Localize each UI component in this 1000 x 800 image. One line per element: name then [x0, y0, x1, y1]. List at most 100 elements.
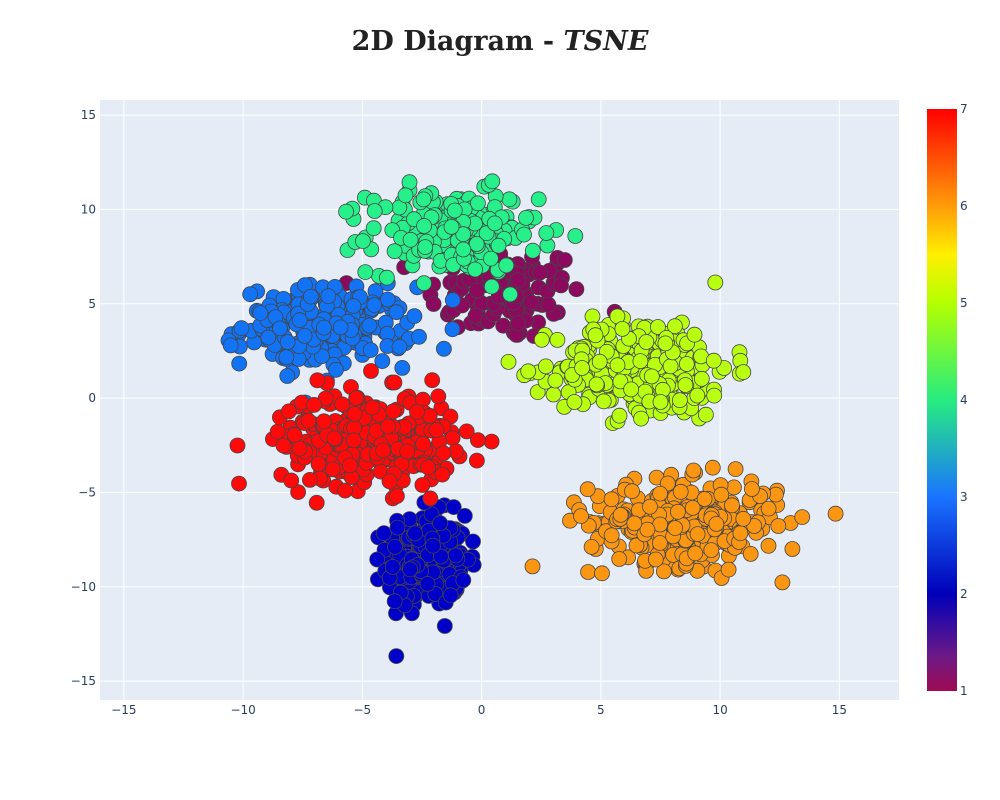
scatter-point	[483, 433, 500, 450]
x-tick-label: −5	[354, 703, 372, 717]
scatter-point	[379, 291, 396, 308]
scatter-point	[501, 191, 518, 208]
scatter-point	[361, 317, 378, 334]
scatter-point	[435, 340, 452, 357]
scatter-point	[364, 399, 381, 416]
scatter-point	[632, 353, 649, 370]
scatter-point	[703, 542, 720, 558]
scatter-point	[326, 430, 343, 447]
scatter-point	[397, 187, 414, 204]
scatter-point	[374, 353, 391, 370]
scatter-point	[746, 518, 763, 534]
scatter-point	[447, 547, 464, 564]
x-tick-label: 10	[712, 703, 727, 717]
scatter-point	[384, 559, 401, 575]
scatter-point	[638, 334, 655, 350]
scatter-point	[490, 237, 507, 254]
scatter-point	[279, 368, 296, 384]
scatter-point	[399, 443, 416, 460]
scatter-point	[827, 505, 844, 522]
scatter-point	[553, 277, 569, 294]
scatter-point	[233, 320, 250, 337]
scatter-point	[387, 539, 403, 555]
scatter-point	[455, 572, 472, 588]
scatter-point	[419, 576, 436, 592]
scatter-point	[252, 305, 269, 322]
scatter-point	[296, 327, 313, 344]
scatter-point	[456, 508, 473, 524]
y-tick-label: 5	[88, 297, 96, 311]
scatter-point	[510, 315, 526, 332]
scatter-point	[430, 388, 447, 405]
scatter-point	[422, 490, 439, 507]
scatter-point	[401, 174, 418, 191]
scatter-point	[603, 527, 620, 544]
scatter-point	[538, 225, 555, 241]
scatter-point	[300, 412, 317, 429]
scatter-point	[222, 337, 239, 354]
colorbar-tick-label: 7	[960, 102, 968, 116]
scatter-point	[742, 546, 759, 562]
scatter-point	[409, 403, 425, 420]
x-axis-ticks: −15 −10 −5 0 5 10 15	[111, 703, 847, 717]
series-value-4	[338, 173, 584, 303]
scatter-point	[591, 353, 608, 370]
scatter-point	[662, 358, 679, 375]
scatter-point	[388, 304, 405, 321]
scatter-point	[583, 539, 600, 555]
scatter-point	[308, 494, 325, 511]
scatter-point	[667, 520, 683, 536]
scatter-point	[338, 203, 355, 220]
scatter-point	[332, 319, 349, 336]
scatter-point	[337, 482, 354, 499]
scatter-point	[417, 239, 434, 256]
scatter-point	[432, 548, 449, 565]
scatter-point	[502, 286, 519, 303]
scatter-point	[231, 355, 248, 372]
scatter-point	[652, 485, 668, 502]
colorbar-tick-label: 6	[960, 199, 968, 213]
scatter-point	[416, 218, 433, 234]
scatter-point	[365, 220, 382, 237]
scatter-point	[432, 515, 449, 532]
scatter-point	[760, 537, 777, 554]
scatter-point	[315, 319, 332, 336]
scatter-point	[784, 541, 801, 557]
scatter-point	[643, 368, 660, 385]
scatter-point	[465, 533, 481, 550]
chart-title: 2D Diagram - TSNE	[352, 26, 649, 57]
scatter-point	[291, 440, 308, 457]
scatter-point	[540, 296, 557, 313]
scatter-point	[369, 551, 386, 568]
scatter-point	[574, 360, 590, 376]
scatter-point	[469, 195, 486, 212]
scatter-point	[713, 486, 730, 503]
colorbar-tick-label: 5	[960, 296, 968, 310]
y-tick-label: 0	[88, 391, 96, 405]
scatter-point	[428, 422, 445, 438]
scatter-point	[272, 320, 288, 337]
colorbar-ticks: 1 2 3 4 5 6 7	[960, 102, 968, 698]
scatter-point	[518, 209, 534, 226]
scatter-point	[693, 370, 710, 387]
scatter-point	[706, 387, 723, 404]
scatter-point	[685, 462, 702, 479]
scatter-point	[633, 410, 649, 427]
series-value-6	[524, 459, 844, 591]
scatter-point	[381, 473, 398, 490]
scatter-point	[704, 459, 721, 476]
scatter-point	[380, 418, 396, 435]
scatter-point	[425, 296, 442, 312]
scatter-point	[549, 331, 566, 348]
scatter-point	[626, 515, 643, 532]
scatter-point	[366, 203, 383, 219]
scatter-point	[744, 481, 760, 497]
scatter-point	[385, 403, 402, 420]
scatter-point	[402, 231, 419, 248]
scatter-point	[524, 242, 541, 259]
y-tick-label: 15	[81, 108, 96, 122]
scatter-point	[446, 202, 463, 219]
scatter-point	[415, 191, 432, 208]
colorbar-tick-label: 4	[960, 393, 968, 407]
scatter-point	[346, 405, 363, 422]
